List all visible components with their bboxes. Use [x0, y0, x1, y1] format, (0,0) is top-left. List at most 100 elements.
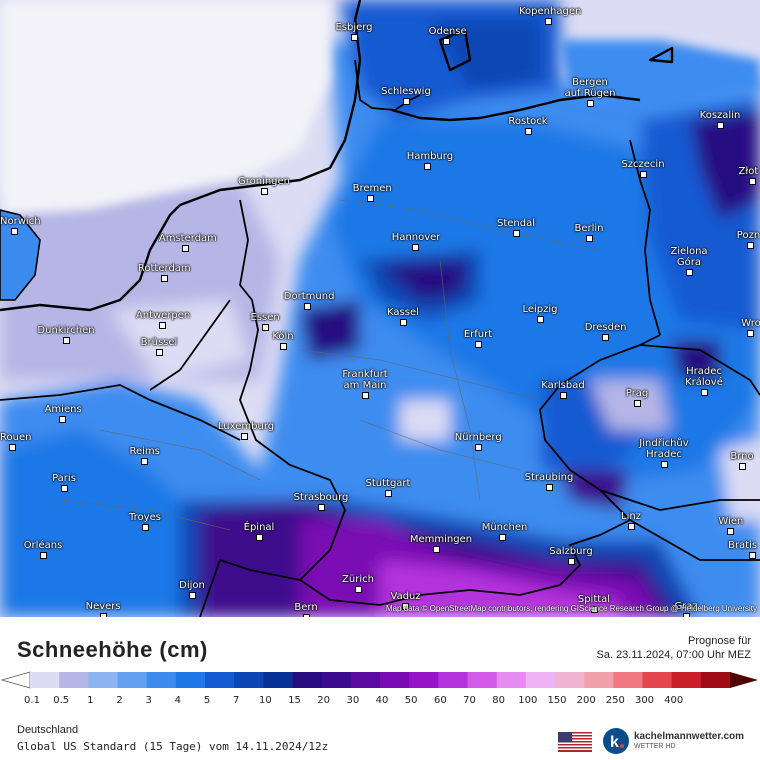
city-label: Dortmund [283, 291, 335, 302]
city-marker [475, 341, 482, 348]
city-label: Spittal [577, 594, 611, 605]
city-marker [59, 416, 66, 423]
scale-swatch [700, 672, 731, 688]
city-label: Essen [250, 312, 280, 323]
city-label: Dijon [179, 580, 205, 591]
scale-swatch [205, 672, 235, 688]
city-marker [280, 343, 287, 350]
city-label: Amsterdam [158, 233, 217, 244]
city-marker [355, 586, 362, 593]
scale-swatch [175, 672, 206, 688]
city-label: Jindřichův Hradec [639, 438, 689, 460]
city-marker [412, 244, 419, 251]
city-marker [749, 552, 756, 559]
city-label: Esbjerg [335, 22, 373, 33]
scale-swatch [59, 672, 89, 688]
city-marker [747, 330, 754, 337]
city-label: Straubing [524, 472, 574, 483]
scale-min-arrow [0, 671, 31, 689]
scale-swatch [671, 672, 702, 688]
city-label: Koszalin [699, 110, 741, 121]
scale-swatch [292, 672, 323, 688]
scale-swatch [380, 672, 410, 688]
city-marker [256, 534, 263, 541]
city-label: Rostock [508, 116, 548, 127]
city-marker [628, 523, 635, 530]
city-marker [683, 613, 690, 617]
city-label: Graz [674, 601, 698, 612]
city-marker [304, 303, 311, 310]
scale-tick-label: 2 [116, 695, 123, 706]
city-label: Szczecin [621, 159, 665, 170]
city-marker [61, 485, 68, 492]
city-label: Memmingen [409, 534, 473, 545]
city-marker [400, 319, 407, 326]
legend-title: Schneehöhe (cm) [17, 637, 208, 662]
scale-tick-label: 7 [232, 695, 240, 706]
city-label: Odense [428, 26, 467, 37]
city-marker [241, 433, 248, 440]
city-label: Prag [625, 388, 649, 399]
svg-text:k: k [610, 734, 619, 751]
city-label: Leipzig [522, 304, 558, 315]
city-label: Troyes [129, 512, 161, 523]
scale-tick-label: 5 [203, 695, 211, 706]
brand-name[interactable]: kachelmannwetter.com [634, 731, 745, 742]
city-marker [161, 275, 168, 282]
city-marker [525, 128, 532, 135]
city-label: Wro [741, 318, 760, 329]
city-marker [717, 122, 724, 129]
scale-tick-label: 400 [664, 695, 684, 706]
city-marker [403, 98, 410, 105]
scale-tick-label: 50 [404, 695, 418, 706]
city-label: Nevers [85, 601, 121, 612]
city-label: Kopenhagen [519, 6, 582, 17]
city-label: Zielona Góra [670, 246, 708, 268]
city-marker [141, 458, 148, 465]
city-label: Rotterdam [137, 263, 191, 274]
city-label: Dunkirchen [37, 325, 95, 336]
city-marker [586, 235, 593, 242]
city-label: Stendal [496, 218, 535, 229]
city-marker [9, 444, 16, 451]
city-label: Pozn [736, 230, 760, 241]
scale-swatch [555, 672, 585, 688]
scale-tick-label: 150 [547, 695, 567, 706]
city-marker [546, 484, 553, 491]
city-marker [159, 322, 166, 329]
city-label: Bratis [728, 540, 758, 551]
city-marker [362, 392, 369, 399]
us-flag-icon[interactable] [558, 732, 592, 752]
scale-tick-label: 20 [317, 695, 331, 706]
city-marker [182, 245, 189, 252]
scale-tick-label: 30 [346, 695, 360, 706]
city-marker [634, 400, 641, 407]
city-label: Paris [52, 473, 76, 484]
city-marker [100, 613, 107, 617]
color-scale [0, 671, 758, 689]
scale-swatch [409, 672, 439, 688]
city-marker [385, 490, 392, 497]
city-label: Hradec Králové [685, 366, 723, 388]
city-marker [739, 463, 746, 470]
forecast-label: Prognose für [688, 635, 751, 647]
city-label: Orléans [23, 540, 63, 551]
scale-tick-label: 4 [174, 695, 182, 706]
scale-swatch [88, 672, 118, 688]
city-marker [402, 603, 409, 610]
city-marker [587, 100, 594, 107]
scale-tick-label: 40 [375, 695, 389, 706]
scale-tick-label: 200 [576, 695, 596, 706]
city-marker [40, 552, 47, 559]
scale-swatch [350, 672, 381, 688]
city-marker [591, 606, 598, 613]
kachelmann-logo-icon[interactable]: k [603, 728, 629, 754]
city-marker [262, 324, 269, 331]
scale-tick-label: 300 [634, 695, 655, 706]
scale-swatch [117, 672, 148, 688]
city-marker [142, 524, 149, 531]
city-marker [661, 461, 668, 468]
city-label: Bern [294, 602, 318, 613]
snow-depth-map[interactable]: Esbjerg Kopenhagen Odense Schleswig Bergen au… [0, 0, 760, 617]
city-label: Brno [730, 451, 754, 462]
